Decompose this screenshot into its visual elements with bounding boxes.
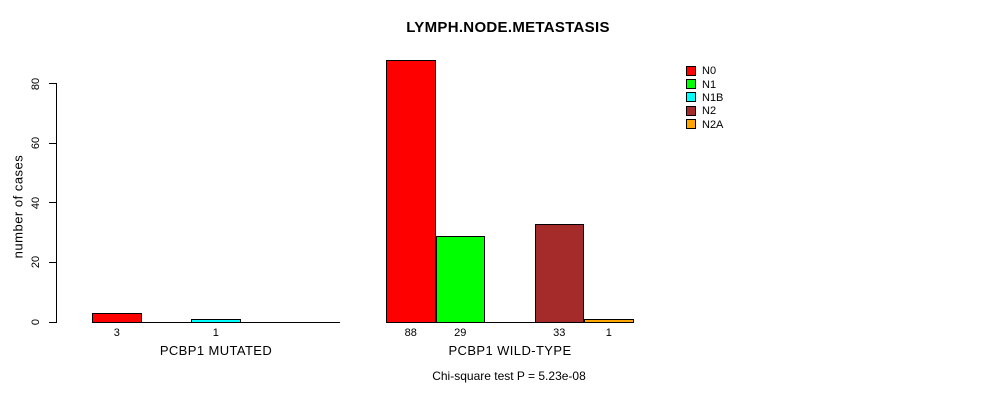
legend-swatch-n1	[686, 79, 696, 90]
group-label-wildtype: PCBP1 WILD-TYPE	[448, 343, 572, 358]
legend-label-n2a: N2A	[702, 118, 724, 131]
group-label-mutated: PCBP1 MUTATED	[159, 343, 273, 358]
chart-title: LYMPH.NODE.METASTASIS	[406, 19, 610, 36]
bar-n0-group1	[92, 313, 142, 323]
y-tick-label: 40	[30, 196, 42, 209]
bar-n0-group2	[386, 59, 436, 323]
legend-swatch-n2	[686, 105, 696, 116]
y-axis-tick	[49, 142, 57, 144]
y-tick-label: 20	[30, 256, 42, 269]
legend-label-n1b: N1B	[702, 91, 724, 104]
x-axis-baseline	[386, 322, 634, 323]
legend-swatch-n0	[686, 65, 696, 76]
y-tick-label: 0	[30, 318, 42, 326]
y-axis-tick	[49, 202, 57, 204]
legend-label-n1: N1	[702, 78, 717, 91]
bar-n1-group2	[435, 235, 485, 323]
y-axis-tick	[49, 321, 57, 323]
y-tick-label: 60	[30, 137, 42, 150]
legend-swatch-n1b	[686, 92, 696, 103]
bar-n1b-group1	[191, 319, 241, 323]
chi-square-annotation: Chi-square test P = 5.23e-08	[432, 369, 586, 383]
legend-swatch-n2a	[686, 119, 696, 129]
legend-label-n2: N2	[702, 105, 717, 118]
y-axis-tick	[49, 261, 57, 263]
bar-value-label: 88	[404, 327, 417, 339]
legend-label-n0: N0	[702, 65, 717, 78]
bar-value-label: 1	[605, 327, 612, 339]
bar-value-label: 3	[113, 327, 120, 339]
y-axis-title: number of cases	[10, 154, 26, 259]
y-tick-label: 80	[30, 77, 42, 90]
bar-n2a-group2	[584, 319, 634, 323]
bar-value-label: 29	[454, 327, 467, 339]
y-axis-tick	[49, 83, 57, 84]
bar-value-label: 33	[553, 327, 566, 339]
bar-n2-group2	[534, 223, 584, 323]
bar-value-label: 1	[212, 327, 219, 339]
